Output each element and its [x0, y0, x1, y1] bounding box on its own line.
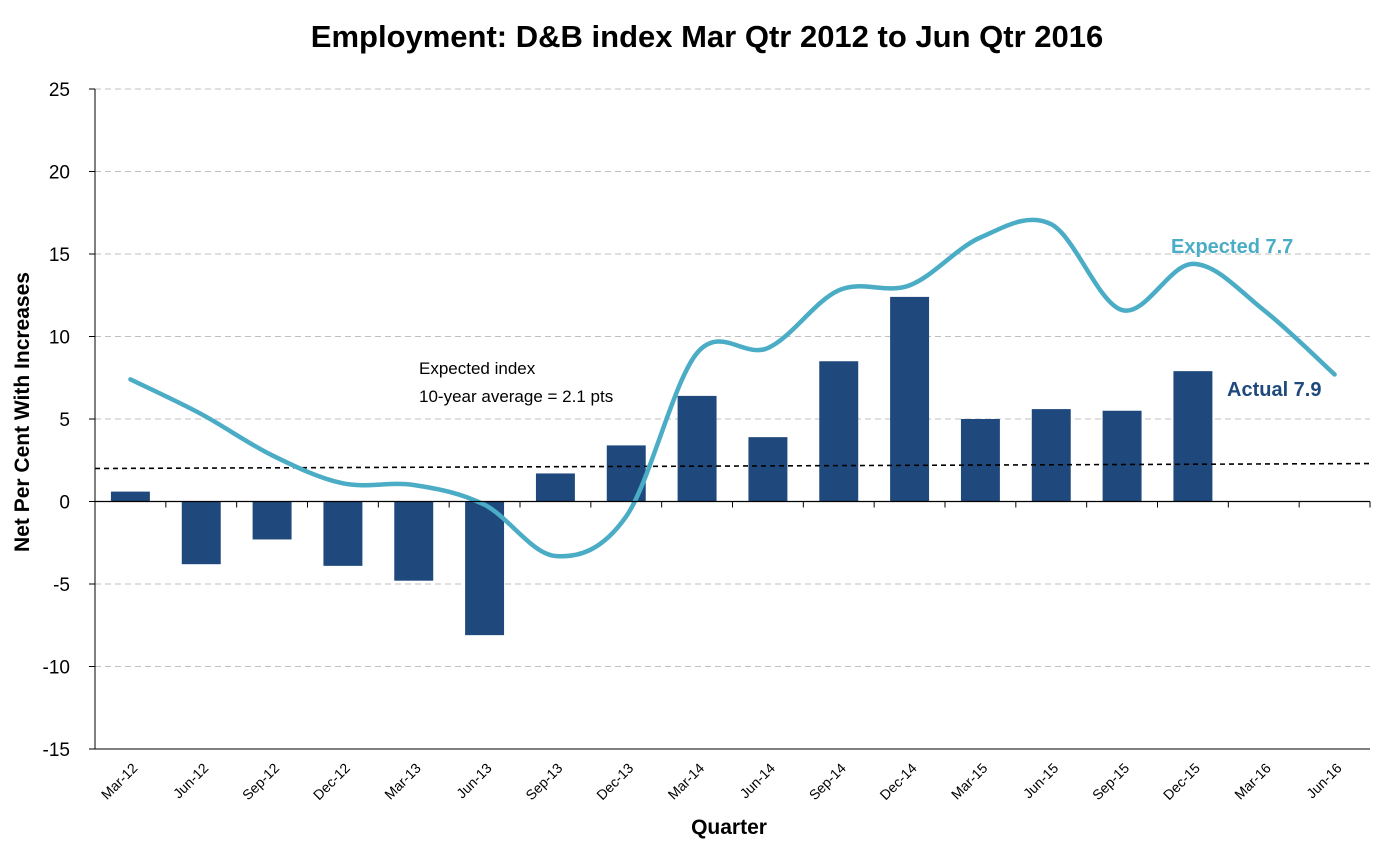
bar-Sep-12 — [252, 501, 292, 540]
y-tick-label: 20 — [49, 163, 70, 184]
bar-Dec-15 — [1173, 371, 1213, 502]
bar-series-actual — [110, 296, 1213, 636]
bar-Jun-13 — [465, 501, 505, 636]
line-series-expected — [128, 217, 1337, 559]
bar-Dec-14 — [890, 296, 930, 502]
average-line — [94, 462, 1371, 470]
y-tick-label: -10 — [43, 658, 70, 679]
x-tick-label: Mar-12 — [98, 760, 141, 803]
y-tick-label: -5 — [53, 575, 70, 596]
bar-Mar-12 — [110, 491, 150, 502]
average-annotation-line1: Expected index — [419, 359, 536, 378]
x-tick-label: Dec-13 — [593, 760, 636, 803]
y-tick-label: 5 — [59, 410, 70, 431]
bar-Mar-14 — [677, 395, 717, 502]
gridlines — [95, 88, 1370, 667]
y-tick-label: -15 — [43, 740, 70, 761]
x-tick-label: Jun-12 — [170, 760, 212, 802]
x-tick-label: Dec-15 — [1160, 760, 1203, 803]
y-tick-label: 0 — [59, 493, 70, 514]
chart-title: Employment: D&B index Mar Qtr 2012 to Ju… — [311, 19, 1103, 54]
expected-line — [128, 217, 1337, 559]
actual-series-label: Actual 7.9 — [1227, 379, 1321, 401]
bar-Mar-13 — [394, 501, 434, 581]
x-tick-label: Jun-14 — [736, 760, 778, 802]
x-tick-label: Mar-16 — [1231, 760, 1274, 803]
y-tick-label: 10 — [49, 328, 70, 349]
average-annotation-line2: 10-year average = 2.1 pts — [419, 387, 613, 406]
x-tick-label: Mar-15 — [948, 760, 991, 803]
bar-Sep-14 — [819, 361, 859, 502]
x-tick-label: Jun-15 — [1020, 760, 1062, 802]
x-tick-label: Mar-13 — [381, 760, 424, 803]
x-tick-label: Jun-16 — [1303, 760, 1345, 802]
x-tick-label: Jun-13 — [453, 760, 495, 802]
x-tick-label: Sep-13 — [522, 760, 565, 803]
bar-Mar-15 — [960, 419, 1000, 502]
bar-Jun-14 — [748, 437, 788, 502]
bar-Dec-12 — [323, 501, 363, 566]
bar-Sep-15 — [1102, 410, 1142, 502]
y-axis-title: Net Per Cent With Increases — [11, 272, 34, 552]
x-tick-label: Mar-14 — [665, 760, 708, 803]
x-tick-label: Sep-15 — [1089, 760, 1132, 803]
x-tick-label: Sep-14 — [806, 760, 849, 803]
bar-Sep-13 — [535, 473, 575, 502]
x-tick-label: Dec-14 — [876, 760, 919, 803]
y-tick-label: 15 — [49, 245, 70, 266]
y-tick-label: 25 — [49, 80, 70, 101]
average-reference-line — [94, 462, 1371, 470]
x-axis-title: Quarter — [691, 816, 767, 839]
x-tick-label: Dec-12 — [310, 760, 353, 803]
bar-Jun-12 — [181, 501, 221, 565]
x-tick-label: Sep-12 — [239, 760, 282, 803]
bar-Jun-15 — [1031, 409, 1071, 502]
expected-series-label: Expected 7.7 — [1171, 236, 1293, 258]
